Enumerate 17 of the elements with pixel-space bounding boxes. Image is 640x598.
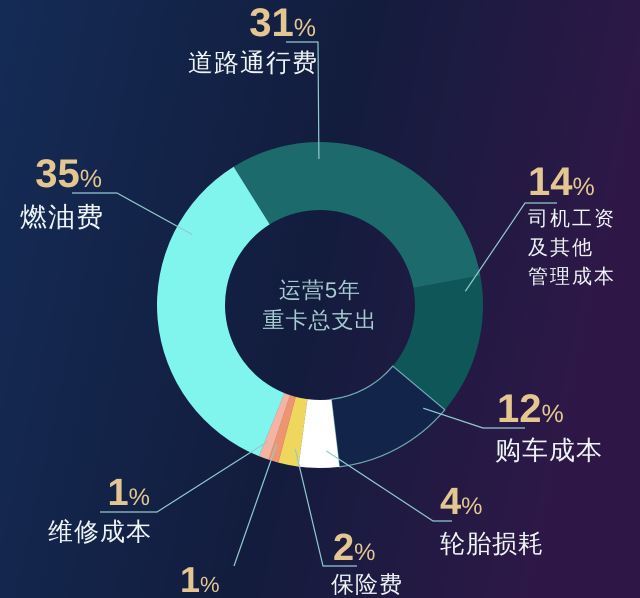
category-label: 购车成本 xyxy=(495,435,603,465)
category-label: 道路通行费 xyxy=(188,49,318,77)
value-label: 2% xyxy=(333,527,376,569)
value-label: 4% xyxy=(440,481,482,523)
value-label: 31% xyxy=(249,1,316,45)
value-label: 35% xyxy=(35,152,102,196)
value-label: 14% xyxy=(528,160,595,204)
value-label: 12% xyxy=(497,387,564,431)
value-label: 1% xyxy=(180,559,220,598)
subtitle: 重卡总支出 xyxy=(262,308,378,333)
title: 运营5年 xyxy=(278,278,362,303)
category-label: 轮胎损耗 xyxy=(440,530,544,558)
value-label: 1% xyxy=(108,472,150,514)
category-label: 维修成本 xyxy=(48,518,152,546)
category-label: 燃油费 xyxy=(20,202,104,232)
category-label: 保险费 xyxy=(331,571,403,597)
category-label: 司机工资及其他管理成本 xyxy=(528,208,616,288)
